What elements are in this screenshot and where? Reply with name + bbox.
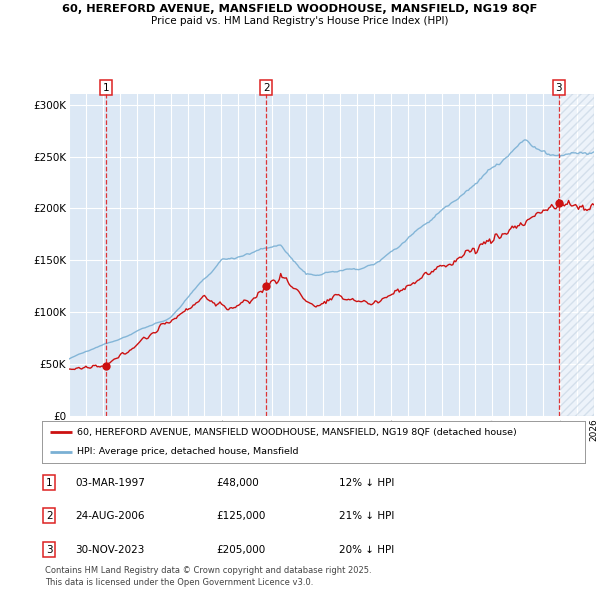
Text: 24-AUG-2006: 24-AUG-2006: [75, 511, 145, 520]
Text: HPI: Average price, detached house, Mansfield: HPI: Average price, detached house, Mans…: [77, 447, 299, 456]
Text: £48,000: £48,000: [216, 478, 259, 487]
Text: 1: 1: [46, 478, 53, 487]
Text: 3: 3: [46, 545, 53, 555]
Text: £125,000: £125,000: [216, 511, 265, 520]
Text: 30-NOV-2023: 30-NOV-2023: [75, 545, 145, 555]
Text: 1: 1: [103, 83, 109, 93]
Text: 60, HEREFORD AVENUE, MANSFIELD WOODHOUSE, MANSFIELD, NG19 8QF: 60, HEREFORD AVENUE, MANSFIELD WOODHOUSE…: [62, 4, 538, 14]
Text: 3: 3: [556, 83, 562, 93]
Text: £205,000: £205,000: [216, 545, 265, 555]
Text: Price paid vs. HM Land Registry's House Price Index (HPI): Price paid vs. HM Land Registry's House …: [151, 16, 449, 26]
Text: 12% ↓ HPI: 12% ↓ HPI: [339, 478, 394, 487]
Text: 2: 2: [263, 83, 269, 93]
Text: 21% ↓ HPI: 21% ↓ HPI: [339, 511, 394, 520]
Text: 60, HEREFORD AVENUE, MANSFIELD WOODHOUSE, MANSFIELD, NG19 8QF (detached house): 60, HEREFORD AVENUE, MANSFIELD WOODHOUSE…: [77, 428, 517, 437]
Text: 20% ↓ HPI: 20% ↓ HPI: [339, 545, 394, 555]
Text: 2: 2: [46, 511, 53, 520]
Text: 03-MAR-1997: 03-MAR-1997: [75, 478, 145, 487]
Text: Contains HM Land Registry data © Crown copyright and database right 2025.
This d: Contains HM Land Registry data © Crown c…: [45, 566, 371, 587]
